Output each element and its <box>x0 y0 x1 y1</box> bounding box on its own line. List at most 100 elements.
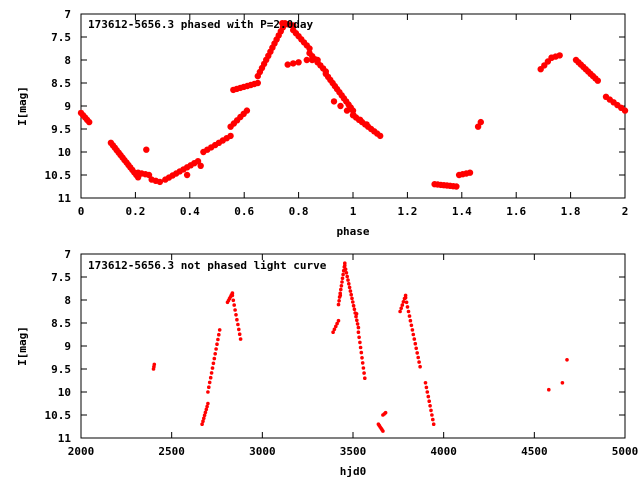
data-point <box>358 345 363 350</box>
data-point <box>339 287 343 292</box>
data-point <box>183 171 191 179</box>
data-point <box>340 280 344 284</box>
y-axis-ticks: 7 7.5 8 8.5 9 9.5 10 10.5 11 <box>45 248 625 445</box>
y-tick-label: 8 <box>64 294 71 307</box>
x-tick-label: 0.4 <box>180 205 200 218</box>
data-point <box>347 282 351 286</box>
data-point <box>236 322 240 327</box>
data-point <box>201 419 205 424</box>
data-point <box>309 56 316 64</box>
x-axis-label: phase <box>336 225 369 238</box>
data-point <box>351 300 355 304</box>
x-tick-label: 1.6 <box>506 205 526 218</box>
y-axis-ticks: 7 7.5 8 8.5 9 9.5 10 10.5 11 <box>45 8 625 205</box>
y-axis-label: I[mag] <box>16 326 29 366</box>
data-point <box>407 314 412 318</box>
data-point <box>356 116 364 124</box>
data-point <box>202 416 206 421</box>
data-point <box>344 271 349 275</box>
data-point <box>377 132 384 140</box>
x-tick-label: 1.4 <box>452 205 472 218</box>
data-point <box>331 330 335 335</box>
data-point <box>560 381 565 385</box>
data-point <box>330 98 338 105</box>
data-point <box>233 308 237 312</box>
x-tick-label: 3000 <box>249 445 276 458</box>
data-point <box>403 295 408 300</box>
data-point <box>356 330 361 335</box>
data-point <box>152 362 157 367</box>
data-point <box>217 328 222 332</box>
data-points <box>151 261 569 433</box>
data-point <box>431 422 436 427</box>
data-point <box>430 413 434 417</box>
x-tick-label: 1 <box>350 205 357 218</box>
data-point <box>350 296 354 301</box>
y-tick-label: 10 <box>58 146 71 159</box>
x-axis-label: hjd0 <box>340 465 367 478</box>
y-tick-label: 9.5 <box>51 363 71 376</box>
data-point <box>337 299 341 303</box>
data-point <box>336 318 341 323</box>
data-point <box>431 417 435 422</box>
y-tick-label: 11 <box>58 192 72 205</box>
data-point <box>207 385 211 390</box>
y-tick-label: 9 <box>64 100 71 113</box>
data-point <box>334 324 338 329</box>
data-point <box>143 146 150 153</box>
data-point <box>306 45 313 52</box>
y-tick-label: 11 <box>58 432 72 445</box>
data-point <box>215 342 219 347</box>
data-point <box>339 284 344 288</box>
data-point <box>428 404 432 408</box>
y-tick-label: 7 <box>64 248 71 261</box>
data-point <box>400 303 405 307</box>
data-point <box>418 364 422 369</box>
x-tick-label: 1.2 <box>397 205 417 218</box>
data-point <box>408 318 413 323</box>
data-point <box>212 356 217 361</box>
y-tick-label: 9 <box>64 340 71 353</box>
data-point <box>340 276 345 281</box>
x-tick-label: 0.6 <box>234 205 254 218</box>
chart-title: 173612-5656.3 phased with P=2.0day <box>88 18 314 31</box>
data-point <box>466 169 474 176</box>
data-point <box>227 132 234 140</box>
x-axis-ticks: 0 0.2 0.4 0.6 0.8 1 1.2 1.4 1.6 1.8 2 <box>78 14 628 218</box>
data-point <box>204 407 209 412</box>
x-axis-ticks: 2000 2500 3000 3500 4000 4500 5000 <box>68 254 638 458</box>
x-tick-label: 4000 <box>430 445 457 458</box>
data-point <box>343 107 351 114</box>
data-point <box>356 325 361 330</box>
data-point <box>453 183 460 190</box>
data-point <box>547 387 551 392</box>
data-point <box>290 22 297 29</box>
data-point <box>357 335 361 340</box>
data-point <box>209 371 214 375</box>
data-point <box>346 278 350 282</box>
data-point <box>406 309 411 314</box>
data-point <box>314 56 321 64</box>
data-point <box>202 413 207 418</box>
data-point <box>284 61 291 68</box>
x-tick-label: 0.8 <box>289 205 309 218</box>
data-point <box>398 309 402 314</box>
data-point <box>349 292 354 297</box>
data-point <box>415 351 420 355</box>
y-tick-label: 10.5 <box>45 169 72 182</box>
data-point <box>303 56 310 64</box>
x-tick-label: 0 <box>78 205 85 218</box>
data-point <box>355 318 359 323</box>
data-point <box>360 356 364 360</box>
data-point <box>295 59 302 66</box>
data-point <box>335 321 339 326</box>
data-point <box>238 337 243 341</box>
x-tick-label: 0.2 <box>125 205 145 218</box>
data-point <box>565 358 569 362</box>
data-point <box>399 306 404 311</box>
y-tick-label: 10.5 <box>45 409 72 422</box>
y-tick-label: 9.5 <box>51 123 71 136</box>
data-point <box>411 332 416 337</box>
data-point <box>237 327 241 332</box>
data-point <box>427 399 432 404</box>
